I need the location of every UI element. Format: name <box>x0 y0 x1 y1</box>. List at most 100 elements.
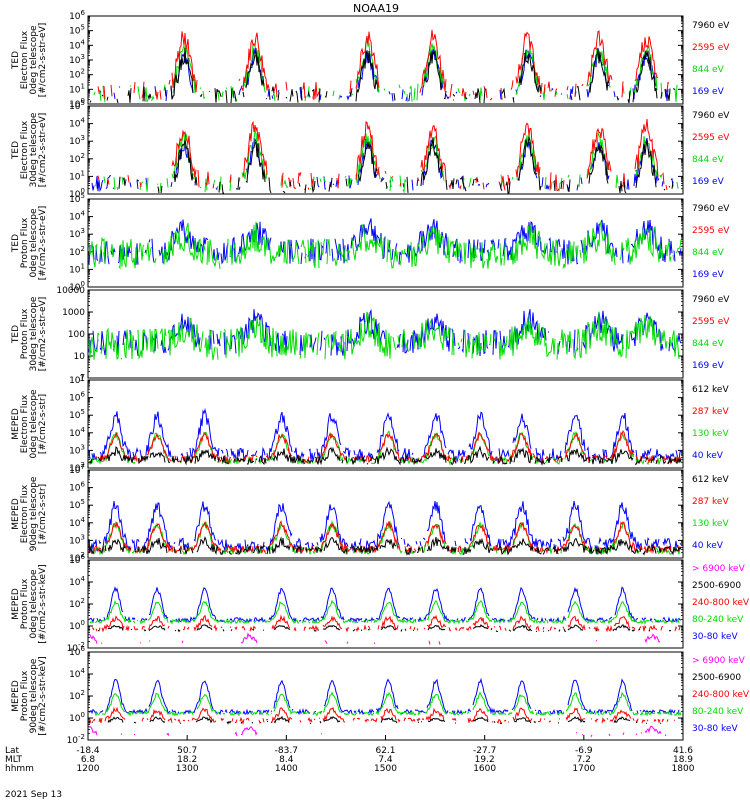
series-trace <box>88 500 682 552</box>
x-tick-hhmm: 1300 <box>176 764 199 774</box>
series-trace <box>89 708 680 724</box>
legend-entry: 612 keV <box>692 385 729 395</box>
series-trace <box>98 119 677 190</box>
legend-entry: 169 eV <box>692 361 725 371</box>
legend-entry: 169 eV <box>692 87 725 97</box>
x-tick-lat: -27.7 <box>473 746 496 756</box>
y-tick-label: 1000 <box>62 308 85 318</box>
y-tick-label: 104 <box>69 210 85 223</box>
y-tick-label: 102 <box>69 461 85 474</box>
y-tick-label: 1 <box>79 374 85 384</box>
x-tick-mlt: 18.2 <box>177 755 197 765</box>
panel-3: 100 101 102 103 104 105 TEDProton Flux0deg tel… <box>11 192 730 293</box>
trace-group <box>90 30 681 103</box>
y-tick-label: 101 <box>69 82 85 95</box>
y-tick-label: 101 <box>69 169 85 182</box>
x-row-label: Lat <box>5 746 20 756</box>
x-tick-lat: -18.4 <box>76 746 100 756</box>
y-tick-label: 102 <box>69 245 85 258</box>
y-tick-label: 105 <box>69 408 85 421</box>
x-tick-lat: -6.9 <box>575 746 593 756</box>
y-tick-label: 10000 <box>56 286 85 296</box>
legend-entry: 2595 eV <box>692 317 730 327</box>
y-tick-label: 100 <box>69 711 85 724</box>
trace-group <box>92 119 681 193</box>
y-tick-label: 106 <box>69 553 85 566</box>
y-tick-label: 103 <box>69 443 85 456</box>
y-tick-label: 103 <box>69 533 85 546</box>
legend-entry: 169 eV <box>692 177 725 187</box>
y-tick-label: 103 <box>69 134 85 147</box>
x-tick-hhmm: 1600 <box>473 764 496 774</box>
trace-group <box>89 308 681 360</box>
legend-entry: 40 keV <box>692 451 724 461</box>
legend-entry: > 6900 keV <box>692 656 746 666</box>
y-tick-label: 107 <box>69 463 85 476</box>
x-row-label: MLT <box>5 755 23 765</box>
y-axis-label: TEDProton Flux0deg telescope[#/cm2-s-str… <box>11 206 48 281</box>
series-trace <box>103 129 679 194</box>
x-tick-hhmm: 1700 <box>572 764 595 774</box>
series-trace <box>89 717 678 724</box>
y-tick-label: 103 <box>69 227 85 240</box>
series-trace <box>89 430 682 465</box>
y-axis-label: TEDProton Flux30deg telescope[#/cm2-s-st… <box>11 296 48 371</box>
panel-frame <box>87 198 684 288</box>
y-tick-label: 10 <box>74 352 86 362</box>
x-tick-mlt: 18.9 <box>673 755 693 765</box>
x-tick-mlt: 19.2 <box>475 755 495 765</box>
y-tick-label: 100 <box>68 330 85 340</box>
series-trace <box>88 407 682 463</box>
series-trace <box>88 677 680 716</box>
legend-entry: 2500-6900 <box>692 581 741 591</box>
y-tick-label: 106 <box>69 9 85 22</box>
y-tick-label: 104 <box>69 117 85 130</box>
y-tick-label: 103 <box>69 53 85 66</box>
legend-entry: 844 eV <box>692 339 725 349</box>
legend-entry: 130 keV <box>692 429 729 439</box>
date-label: 2021 Sep 13 <box>5 790 62 800</box>
series-trace <box>88 536 682 556</box>
y-tick-label: 105 <box>69 99 85 112</box>
series-trace <box>89 726 669 737</box>
y-tick-label: 104 <box>69 426 85 439</box>
legend-entry: 844 eV <box>692 248 725 258</box>
y-axis-label: TEDElectron Flux0deg telescope[#/cm2-s-s… <box>11 23 48 98</box>
legend-entry: 287 keV <box>692 497 729 507</box>
legend-entry: 2500-6900 <box>692 673 741 683</box>
x-tick-hhmm: 1400 <box>275 764 298 774</box>
x-tick-hhmm: 1200 <box>77 764 100 774</box>
trace-group <box>88 500 682 556</box>
legend-entry: 612 keV <box>692 475 729 485</box>
y-tick-label: 100 <box>69 187 85 200</box>
y-tick-label: 10-2 <box>67 641 85 654</box>
panel-8: 10-2 100 102 104 106 MEPEDProton Flux90deg te… <box>11 645 750 746</box>
y-tick-label: 10-2 <box>67 733 85 746</box>
trace-group <box>89 585 681 644</box>
legend-entry: 7960 eV <box>692 21 730 31</box>
series-trace <box>88 445 682 466</box>
series-trace <box>89 599 680 625</box>
legend-entry: 240-800 keV <box>692 598 750 608</box>
legend-entry: 80-240 keV <box>692 707 744 717</box>
y-tick-label: 104 <box>69 516 85 529</box>
x-tick-lat: 62.1 <box>375 746 395 756</box>
y-tick-label: 105 <box>69 24 85 37</box>
legend-entry: 30-80 keV <box>692 724 738 734</box>
legend-entry: 287 keV <box>692 407 729 417</box>
y-tick-label: 107 <box>69 373 85 386</box>
x-tick-lat: -83.7 <box>275 746 298 756</box>
x-tick-hhmm: 1500 <box>374 764 397 774</box>
legend-entry: 7960 eV <box>692 295 730 305</box>
legend-entry: 40 keV <box>692 541 724 551</box>
trace-group <box>88 218 682 270</box>
legend-entry: 844 eV <box>692 155 725 165</box>
y-tick-label: 100 <box>69 97 85 110</box>
x-row-label: hhmm <box>5 764 34 774</box>
y-tick-label: 104 <box>69 667 85 680</box>
y-tick-label: 102 <box>69 68 85 81</box>
x-tick-mlt: 8.4 <box>279 755 294 765</box>
panel-frame <box>87 105 684 195</box>
